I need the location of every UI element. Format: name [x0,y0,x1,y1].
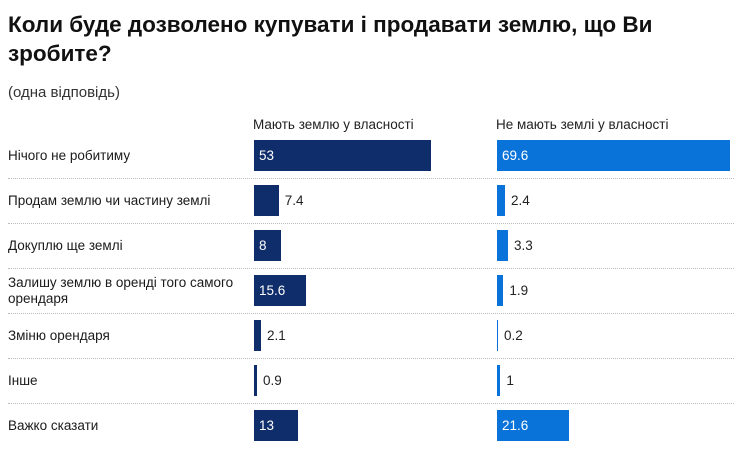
value-label: 2.4 [511,193,530,208]
separator [8,268,734,269]
row-label: Важко сказати [8,417,99,433]
bar [254,365,257,396]
value-label: 1.9 [509,283,529,298]
value-label: 3.3 [514,238,533,253]
bar [254,410,298,441]
row-label: Продам землю чи частину землі [8,192,211,208]
value-label: 1 [506,373,514,388]
bar [254,320,262,351]
bar [497,320,498,351]
value-label: 0.2 [504,328,523,343]
bar [254,140,432,171]
column-header: Не мають землі у власності [496,117,669,132]
row-label: Залишу землю в оренді того самого оренда… [8,274,234,306]
value-label: 2.1 [267,328,286,343]
bar [254,275,307,306]
separator [8,223,734,224]
value-label: 15.6 [259,283,286,298]
subtitle: (одна відповідь) [8,84,120,101]
row-label: Інше [8,372,38,388]
bar [497,185,506,216]
value-label: 0.9 [263,373,282,388]
value-label: 69.6 [502,148,529,163]
bar [497,410,570,441]
row-label: Докуплю ще землі [8,237,123,253]
bar [254,185,279,216]
value-label: 53 [259,148,275,163]
bar [497,140,730,171]
bar [497,230,509,261]
bar [254,230,281,261]
separator [8,313,734,314]
bar [497,275,504,306]
value-label: 7.4 [284,193,304,208]
separator [8,178,734,179]
value-label: 8 [259,238,267,253]
bar [497,365,501,396]
column-header: Мають землю у власності [253,117,414,132]
title: Коли буде дозволено купувати і продавати… [8,12,653,66]
value-label: 21.6 [502,418,529,433]
separator [8,358,734,359]
value-label: 13 [259,418,275,433]
row-label: Нічого не робитиму [8,147,131,163]
row-label: Зміню орендаря [8,327,110,343]
separator [8,403,734,404]
